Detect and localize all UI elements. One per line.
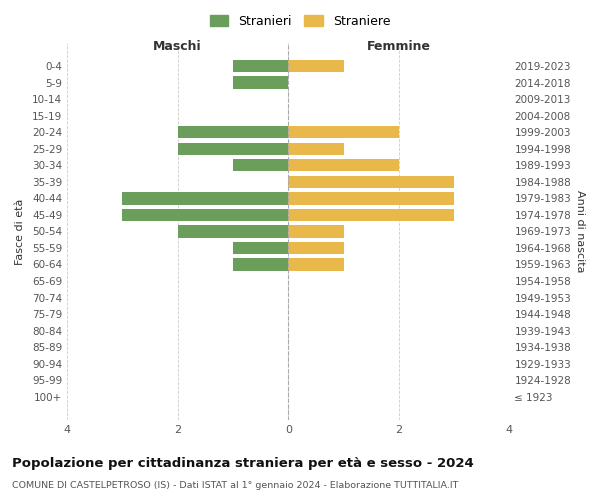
Bar [233,76,288,89]
Bar [288,192,454,204]
Legend: Stranieri, Straniere: Stranieri, Straniere [206,11,394,32]
Bar [122,208,288,221]
Bar [288,225,344,237]
Bar [233,159,288,172]
Bar [233,242,288,254]
Text: Femmine: Femmine [367,40,431,53]
Bar [288,142,344,155]
Text: Maschi: Maschi [154,40,202,53]
Bar [178,126,288,138]
Bar [288,60,344,72]
Bar [233,258,288,270]
Y-axis label: Anni di nascita: Anni di nascita [575,190,585,272]
Bar [178,225,288,237]
Bar [122,192,288,204]
Bar [288,176,454,188]
Y-axis label: Fasce di età: Fasce di età [15,198,25,264]
Bar [288,126,399,138]
Bar [178,142,288,155]
Text: Popolazione per cittadinanza straniera per età e sesso - 2024: Popolazione per cittadinanza straniera p… [12,458,474,470]
Bar [288,242,344,254]
Bar [288,258,344,270]
Bar [233,60,288,72]
Bar [288,159,399,172]
Text: COMUNE DI CASTELPETROSO (IS) - Dati ISTAT al 1° gennaio 2024 - Elaborazione TUTT: COMUNE DI CASTELPETROSO (IS) - Dati ISTA… [12,481,458,490]
Bar [288,208,454,221]
